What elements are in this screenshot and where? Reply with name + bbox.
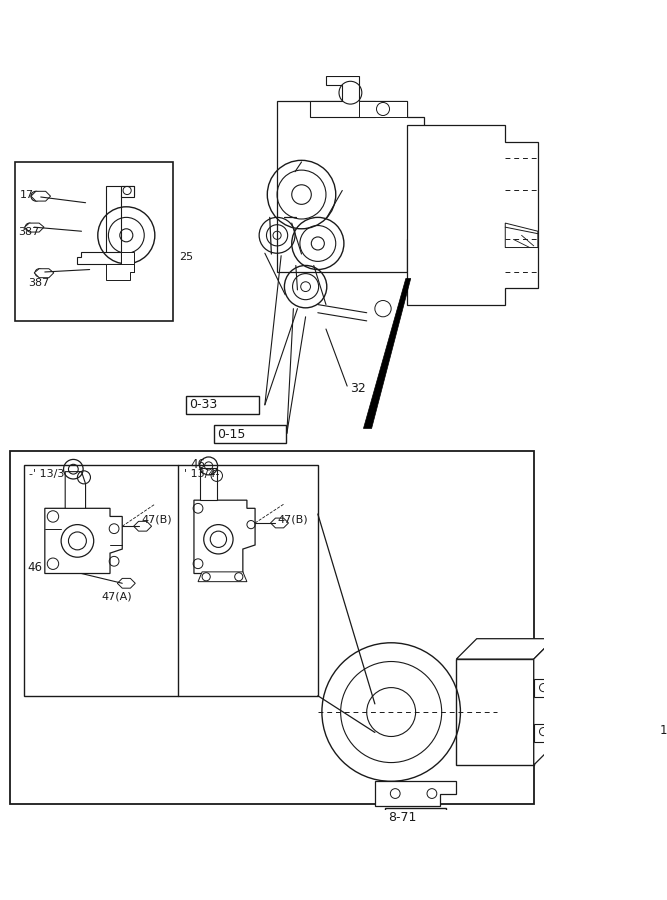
Polygon shape [31,192,51,201]
Bar [534,680,554,698]
Text: 46: 46 [28,562,43,574]
Text: 0-15: 0-15 [217,428,246,441]
Text: 47(B): 47(B) [141,515,171,525]
Polygon shape [34,269,54,278]
Bar [186,396,259,414]
Bar [456,659,534,765]
Bar [25,465,317,696]
Polygon shape [534,639,554,765]
Polygon shape [201,468,217,500]
Polygon shape [133,521,151,531]
Polygon shape [277,101,440,272]
Polygon shape [359,101,408,117]
Polygon shape [121,186,135,197]
Bar [534,724,554,742]
Text: 14: 14 [660,724,667,737]
Polygon shape [375,781,456,806]
Polygon shape [194,500,255,573]
Bar [10,451,534,804]
Bar [214,425,286,443]
Polygon shape [309,76,375,117]
Text: 47(A): 47(A) [102,591,133,601]
Polygon shape [117,579,135,589]
Polygon shape [121,252,135,272]
Polygon shape [271,518,289,528]
Text: 25: 25 [179,252,193,262]
Text: 387: 387 [29,278,50,288]
Polygon shape [77,252,121,264]
Text: 387: 387 [18,227,39,238]
Polygon shape [106,264,135,280]
Text: 46: 46 [191,458,205,471]
Bar [385,808,446,826]
Polygon shape [506,223,538,248]
Polygon shape [25,223,44,232]
Bar [15,162,173,321]
Text: 0-33: 0-33 [189,399,217,411]
Text: 47(B): 47(B) [278,515,309,525]
Text: ' 13/4-: ' 13/4- [184,469,219,479]
Polygon shape [408,125,538,304]
Text: 32: 32 [350,382,366,395]
Polygon shape [198,572,247,581]
Polygon shape [65,472,85,508]
Text: 17: 17 [19,191,33,201]
Polygon shape [106,186,135,264]
Polygon shape [364,278,411,428]
Polygon shape [45,508,122,573]
Text: -' 13/3: -' 13/3 [29,469,65,479]
Polygon shape [456,639,554,659]
Text: 8-71: 8-71 [388,811,416,824]
